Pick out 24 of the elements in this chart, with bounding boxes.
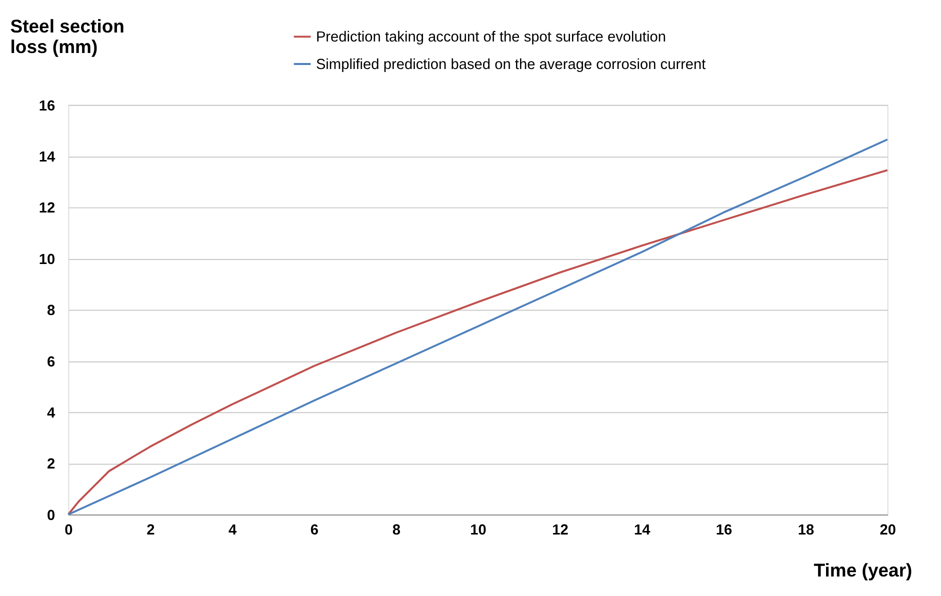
x-tick-label: 18	[798, 522, 814, 538]
x-tick-label: 6	[310, 522, 319, 538]
y-tick-label: 6	[46, 354, 56, 370]
x-tick-label: 8	[392, 522, 400, 538]
x-tick-label: 0	[64, 522, 73, 538]
x-tick-label: 16	[716, 522, 732, 538]
y-tick-label: 14	[38, 149, 56, 166]
legend-label: Simplified prediction based on the average corrosion current	[316, 56, 706, 73]
y-tick-label: 12	[38, 200, 56, 217]
x-tick-label: 14	[634, 522, 652, 538]
y-tick-label: 8	[46, 303, 56, 320]
legend-label: Prediction taking account of the spot surface evolution	[316, 30, 666, 46]
x-tick-label: 10	[470, 522, 486, 538]
x-tick-label: 12	[552, 522, 568, 538]
x-axis-title: Time (year)	[814, 559, 912, 580]
y-tick-label: 16	[38, 98, 56, 114]
y-axis-title: Steel section loss (mm)	[10, 15, 124, 57]
y-tick-label: 0	[46, 508, 56, 524]
y-tick-label: 10	[38, 252, 56, 268]
y-tick-label: 4	[46, 405, 56, 422]
x-tick-label: 20	[880, 522, 896, 538]
y-tick-label: 2	[46, 456, 56, 473]
x-tick-label: 4	[228, 522, 238, 538]
x-tick-label: 2	[146, 522, 155, 538]
